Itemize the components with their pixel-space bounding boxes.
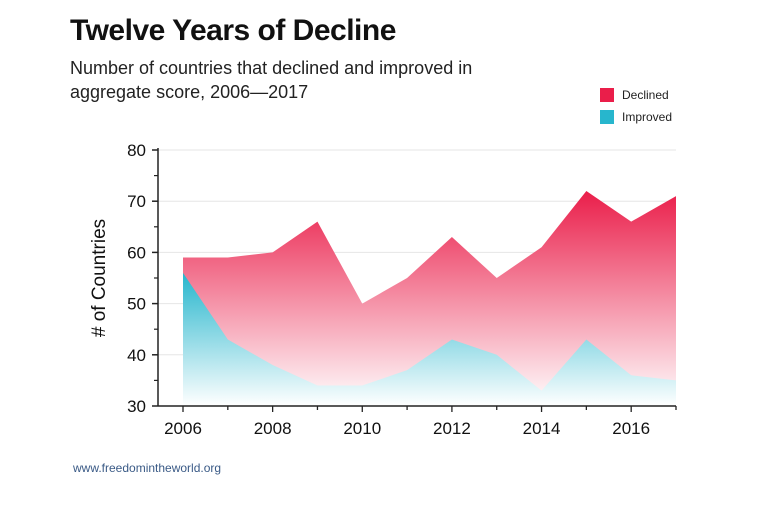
x-tick-label: 2012 [433,419,471,438]
legend-label-declined: Declined [622,88,669,102]
legend-label-improved: Improved [622,110,673,124]
source-link[interactable]: www.freedomintheworld.org [73,461,222,475]
x-tick-label: 2008 [254,419,292,438]
area-improved [183,272,676,406]
y-tick-label: 40 [127,346,146,365]
x-tick-label: 2016 [612,419,650,438]
series-areas [182,190,677,406]
chart-subtitle: Number of countries that declined and im… [70,58,473,102]
x-tick-label: 2014 [523,419,561,438]
legend: Declined Improved [600,88,672,132]
y-tick-label: 70 [127,192,146,211]
area-declined [183,190,676,406]
y-tick-label: 30 [127,397,146,416]
legend-swatch-improved [600,110,614,124]
y-axis-title: # of Countries [89,219,110,337]
axes: 30 40 50 60 70 80 2006 2008 2010 2012 2014 2016 [127,141,677,438]
legend-swatch-declined [600,88,614,102]
x-tick-label: 2010 [343,419,381,438]
legend-item-declined: Declined [600,88,672,102]
y-tick-label: 50 [127,295,146,314]
y-tick-label: 80 [127,141,146,160]
x-tick-label: 2006 [164,419,202,438]
y-tick-label: 60 [127,243,146,262]
chart-title: Twelve Years of Decline [70,14,396,47]
legend-item-improved: Improved [600,110,672,124]
